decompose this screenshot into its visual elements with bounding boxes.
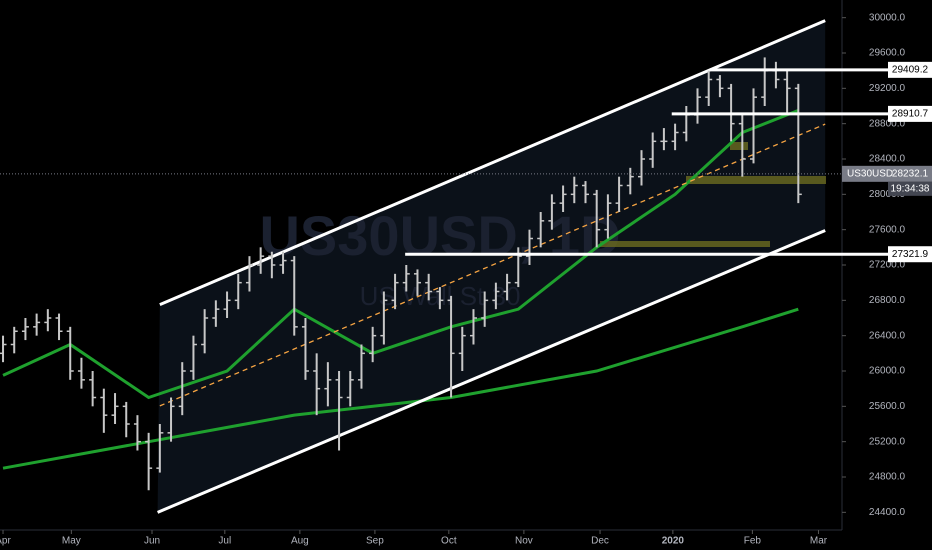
countdown-box <box>888 181 932 196</box>
channel-layer <box>157 20 826 513</box>
level-label: 28910.7 <box>892 109 929 120</box>
x-tick-label: Oct <box>441 536 457 547</box>
y-tick-label: 26000.0 <box>869 366 906 377</box>
zone <box>730 142 748 150</box>
zone <box>600 241 770 247</box>
x-tick-label: Feb <box>744 536 762 547</box>
moving-average <box>2 109 799 400</box>
x-tick-label: May <box>62 536 81 547</box>
level-label: 29409.2 <box>892 64 929 75</box>
y-tick-label: 29200.0 <box>869 83 906 94</box>
zone <box>686 176 826 184</box>
x-tick-label: Jun <box>144 536 160 547</box>
y-tick-label: 28000.0 <box>869 189 906 200</box>
y-tick-label: 24400.0 <box>869 507 906 518</box>
level-label-box <box>888 105 932 122</box>
level-label: 27321.9 <box>892 249 929 260</box>
symbol-label: US30USD <box>847 168 893 179</box>
x-tick-label: Apr <box>0 536 11 547</box>
trendline <box>159 19 826 306</box>
x-tick-label: Aug <box>291 536 309 547</box>
x-tick-label: Sep <box>366 536 384 547</box>
y-tick-label: 30000.0 <box>869 12 906 23</box>
y-tick-label: 24800.0 <box>869 472 906 483</box>
countdown: 19:34:38 <box>891 183 930 194</box>
trendline <box>157 229 826 514</box>
x-tick-label: Nov <box>515 536 533 547</box>
watermark-symbol: US30USD, 1D <box>259 204 620 267</box>
x-tick-label: Mar <box>810 536 828 547</box>
y-tick-label: 28400.0 <box>869 154 906 165</box>
y-tick-label: 27200.0 <box>869 260 906 271</box>
y-tick-label: 27600.0 <box>869 224 906 235</box>
y-tick-label: 25600.0 <box>869 401 906 412</box>
x-tick-label: 2020 <box>662 536 685 547</box>
last-price-label: 28232.1 <box>892 168 929 179</box>
y-tick-label: 26800.0 <box>869 295 906 306</box>
last-price-box <box>842 165 932 182</box>
y-tick-label: 25200.0 <box>869 436 906 447</box>
x-tick-label: Jul <box>218 536 231 547</box>
channel-fill <box>157 20 826 513</box>
x-tick-label: Dec <box>591 536 609 547</box>
trendline <box>159 123 826 407</box>
y-tick-label: 29600.0 <box>869 48 906 59</box>
y-tick-label: 26400.0 <box>869 330 906 341</box>
level-label-box <box>888 61 932 78</box>
level-label-box <box>888 246 932 263</box>
y-tick-label: 28800.0 <box>869 118 906 129</box>
